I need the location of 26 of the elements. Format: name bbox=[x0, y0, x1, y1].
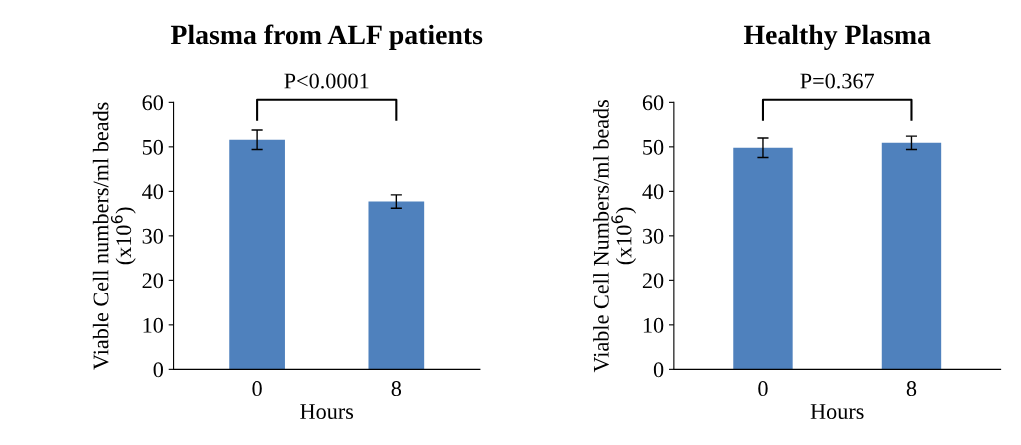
x-tick-label: 8 bbox=[391, 381, 402, 397]
y-tick-label: 60 bbox=[142, 95, 163, 111]
y-tick-label: 10 bbox=[143, 317, 163, 333]
y-tick-label: 50 bbox=[142, 139, 163, 155]
chart-title: Healthy Plasma bbox=[743, 24, 931, 51]
x-axis-title: Hours bbox=[300, 404, 354, 420]
y-tick-label: 20 bbox=[142, 273, 163, 289]
y-tick-label: 0 bbox=[153, 362, 163, 378]
x-tick-label: 8 bbox=[906, 381, 917, 397]
x-tick-label: 0 bbox=[252, 381, 262, 397]
y-tick-label: 10 bbox=[643, 317, 664, 333]
chart-title: Plasma from ALF patients bbox=[170, 24, 483, 50]
y-tick-label: 40 bbox=[642, 184, 664, 200]
y-axis-title: Viable Cell numbers/ml beads (x10$^{6}$) bbox=[92, 102, 136, 370]
text: P<0.0001 bbox=[284, 73, 369, 89]
y-tick-label: 0 bbox=[653, 362, 664, 378]
y-tick-label: 50 bbox=[643, 139, 664, 155]
y-tick-label: 20 bbox=[642, 273, 664, 289]
y-axis-title: Viable Cell Numbers/ml beads (x10$^{6}$) bbox=[593, 100, 637, 373]
text: P=0.367 bbox=[800, 73, 875, 89]
x-axis-title: Hours bbox=[810, 404, 864, 420]
x-tick-label: 0 bbox=[758, 381, 768, 397]
y-tick-label: 40 bbox=[142, 184, 163, 200]
y-tick-label: 60 bbox=[642, 95, 664, 111]
y-tick-label: 30 bbox=[642, 228, 664, 244]
y-tick-label: 30 bbox=[142, 228, 163, 244]
